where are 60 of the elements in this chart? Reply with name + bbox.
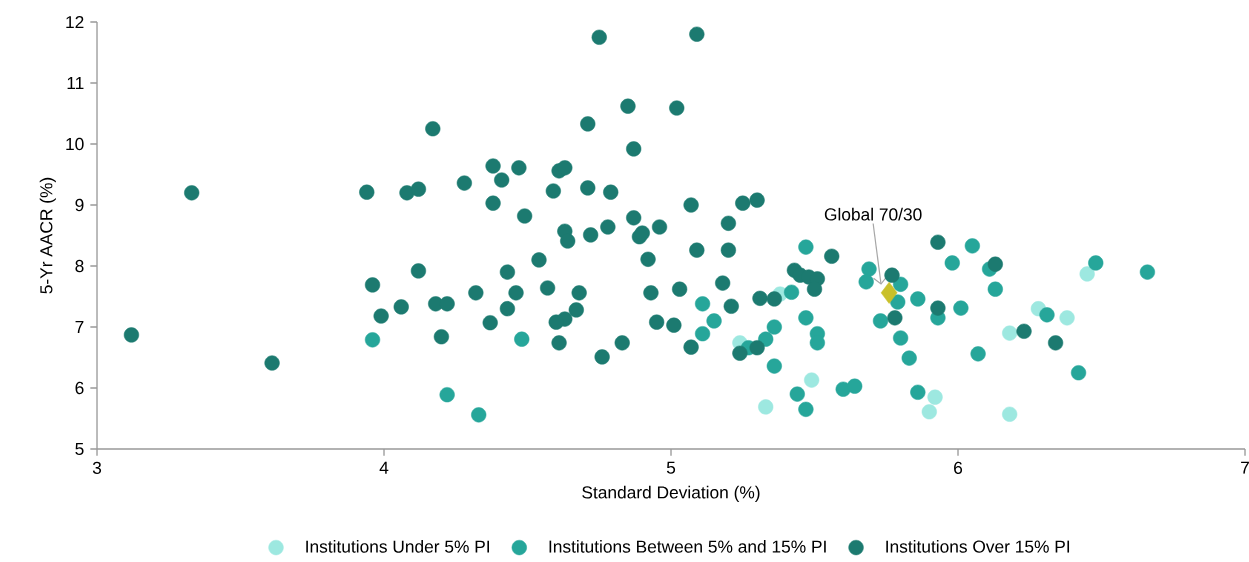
point — [987, 281, 1003, 297]
point — [964, 238, 980, 254]
point — [1002, 406, 1018, 422]
point — [514, 331, 530, 347]
point — [910, 384, 926, 400]
y-tick-label: 9 — [75, 198, 84, 212]
point — [910, 291, 926, 307]
x-axis-title: Standard Deviation (%) — [582, 485, 760, 502]
point — [766, 358, 782, 374]
legend-label: Institutions Between 5% and 15% PI — [549, 539, 826, 553]
point — [890, 294, 906, 310]
y-axis-title: 5-Yr AACR (%) — [39, 177, 56, 294]
point — [1070, 365, 1087, 381]
point — [944, 255, 960, 271]
point — [921, 404, 937, 420]
point — [766, 319, 782, 335]
point — [789, 386, 805, 402]
point — [872, 313, 889, 329]
point — [798, 239, 814, 255]
point — [1002, 325, 1018, 341]
point — [798, 310, 814, 326]
point — [861, 261, 877, 277]
y-tick-label: 6 — [75, 381, 84, 395]
point — [901, 350, 917, 366]
point — [471, 407, 487, 423]
point — [804, 372, 820, 388]
y-tick-label: 5 — [75, 442, 84, 456]
point — [1079, 266, 1095, 282]
y-tick-label: 12 — [66, 15, 84, 29]
x-tick-label: 6 — [954, 461, 963, 474]
x-tick-label: 7 — [1241, 461, 1249, 474]
point — [953, 300, 969, 316]
x-tick-label: 5 — [666, 461, 676, 474]
point — [1088, 255, 1104, 271]
point — [758, 399, 774, 415]
y-tick-label: 10 — [66, 137, 84, 151]
point — [1059, 310, 1075, 326]
point — [694, 326, 711, 342]
point — [893, 330, 909, 346]
point — [927, 389, 943, 405]
legend-label: Institutions Over 15% PI — [886, 539, 1070, 553]
point — [798, 401, 814, 417]
annotation: Global 70/30 — [824, 207, 922, 221]
point — [880, 281, 898, 304]
point — [970, 346, 986, 362]
point — [858, 274, 874, 290]
y-tick-label: 7 — [75, 321, 84, 333]
legend-label: Institutions Under 5% PI — [306, 539, 489, 553]
point — [364, 332, 381, 348]
y-tick-label: 11 — [67, 77, 84, 89]
point — [783, 284, 800, 300]
x-tick-label: 3 — [92, 461, 102, 474]
point — [1139, 264, 1156, 280]
y-tick-label: 8 — [75, 259, 84, 273]
point — [1039, 307, 1055, 323]
point — [439, 387, 455, 403]
point — [847, 378, 863, 394]
point — [694, 296, 711, 312]
point — [706, 313, 722, 329]
x-tick-label: 4 — [379, 461, 389, 474]
